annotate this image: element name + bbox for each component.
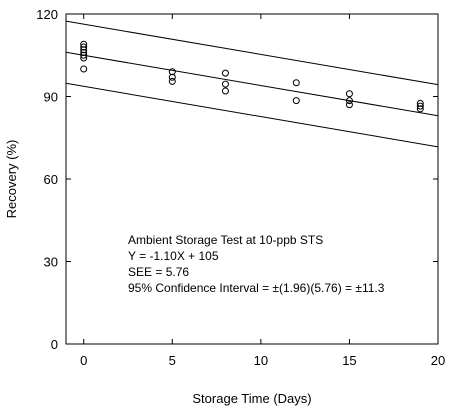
annotation-equation: Y = -1.10X + 105 [128, 249, 219, 263]
data-point [292, 79, 300, 87]
data-point [416, 102, 424, 110]
data-point [416, 105, 424, 113]
y-tick-label: 60 [44, 172, 58, 187]
y-tick-label: 90 [44, 90, 58, 105]
data-point [80, 65, 88, 73]
data-point [80, 51, 88, 59]
data-point [168, 77, 176, 85]
annotation-title: Ambient Storage Test at 10-ppb STS [128, 233, 323, 247]
y-tick-label: 120 [36, 7, 58, 22]
y-axis-ticks: 0 30 60 90 120 [36, 7, 438, 352]
x-tick-label: 10 [254, 353, 268, 368]
y-axis-title: Recovery (%) [4, 140, 19, 219]
regression-lines [65, 20, 439, 148]
regression-line [65, 51, 439, 117]
data-point [345, 101, 353, 109]
annotation-confidence-interval: 95% Confidence Interval = ±(1.96)(5.76) … [128, 281, 385, 295]
x-tick-label: 15 [342, 353, 356, 368]
y-tick-label: 30 [44, 255, 58, 270]
data-point [292, 97, 300, 105]
upper-confidence-line [65, 20, 439, 86]
x-axis-title: Storage Time (Days) [192, 391, 311, 406]
data-point [345, 97, 353, 105]
data-point [221, 80, 229, 88]
data-point [345, 90, 353, 98]
x-tick-label: 20 [431, 353, 445, 368]
x-tick-label: 0 [80, 353, 87, 368]
data-point [168, 73, 176, 81]
data-point [221, 87, 229, 95]
y-tick-label: 0 [51, 337, 58, 352]
data-point [221, 69, 229, 77]
x-tick-label: 5 [169, 353, 176, 368]
data-point [80, 54, 88, 62]
data-points [80, 40, 424, 113]
annotation-see: SEE = 5.76 [128, 265, 189, 279]
x-axis-ticks: 0 5 10 15 20 [80, 14, 445, 368]
lower-confidence-line [65, 82, 439, 148]
